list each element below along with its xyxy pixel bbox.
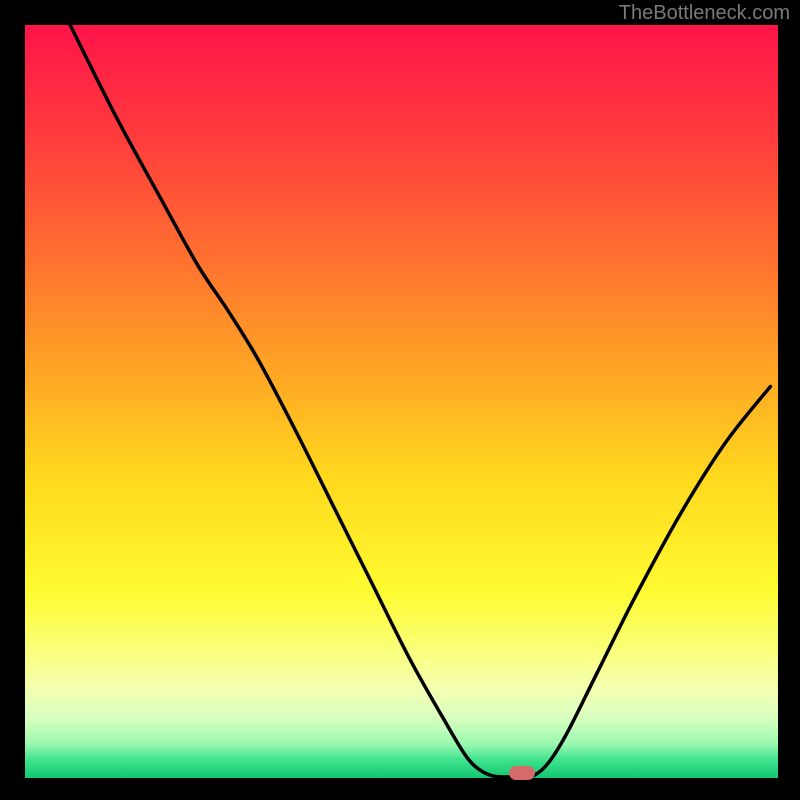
optimal-marker <box>509 766 535 780</box>
chart-frame: TheBottleneck.com <box>0 0 800 800</box>
plot-area <box>25 25 778 778</box>
gradient-background <box>25 25 778 778</box>
watermark-label: TheBottleneck.com <box>619 2 790 25</box>
